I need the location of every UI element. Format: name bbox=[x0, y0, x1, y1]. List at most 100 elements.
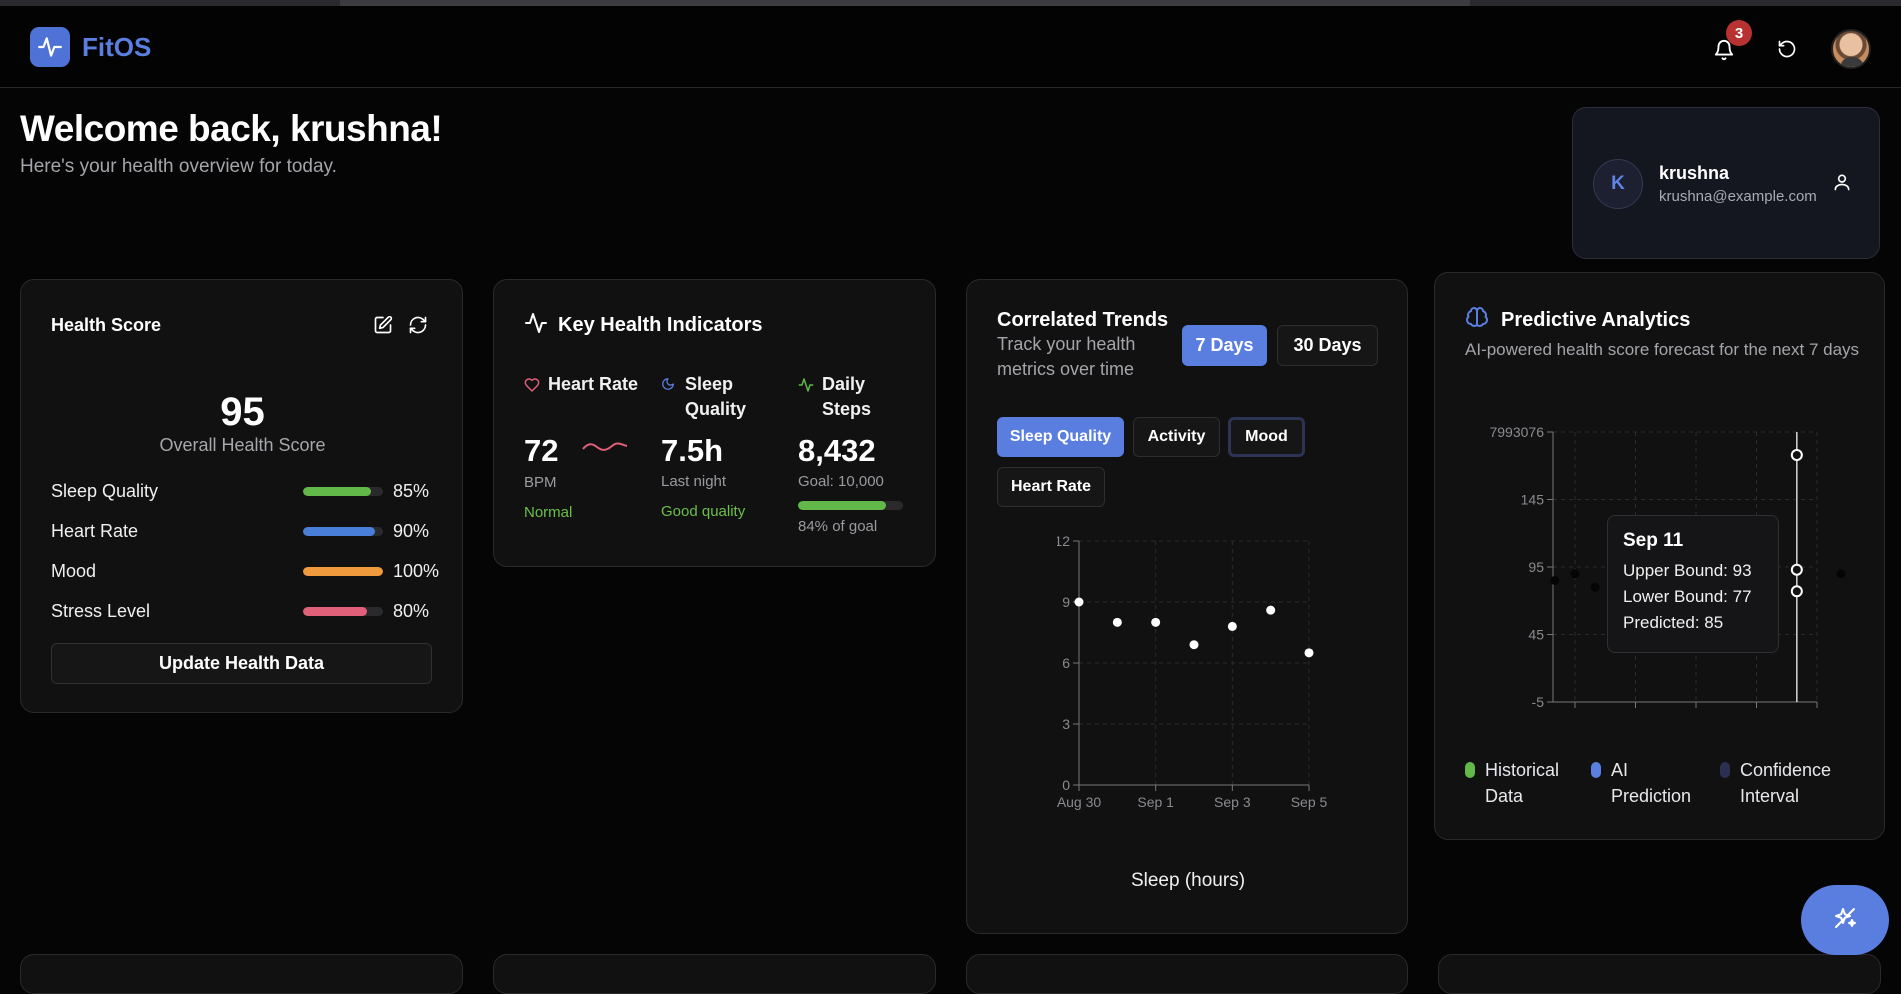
health-score-value: 95 bbox=[220, 390, 265, 434]
data-point bbox=[1151, 617, 1161, 627]
heart-rate-label: Heart Rate bbox=[548, 374, 639, 394]
update-health-data-button[interactable]: Update Health Data bbox=[51, 643, 432, 684]
metric-value: 100% bbox=[393, 561, 440, 581]
outlier-marker bbox=[1790, 449, 1803, 461]
history-icon[interactable] bbox=[1774, 36, 1800, 62]
y-tick-label: 3 bbox=[1062, 716, 1070, 732]
metric-sleep-quality-button[interactable]: Sleep Quality bbox=[997, 417, 1124, 457]
legend-label: AI Prediction bbox=[1611, 760, 1692, 806]
metric-row-sleep: Sleep Quality 85% bbox=[51, 480, 451, 504]
welcome-title: Welcome back, krushna! bbox=[20, 108, 443, 149]
steps-progress-text: 84% of goal bbox=[798, 518, 878, 535]
metric-row-mood: Mood 100% bbox=[51, 560, 451, 584]
user-name: krushna bbox=[1659, 163, 1730, 183]
metric-track bbox=[303, 567, 383, 576]
predictive-title: Predictive Analytics bbox=[1501, 309, 1691, 331]
user-email: krushna@example.com bbox=[1659, 188, 1817, 205]
steps-value: 8,432 bbox=[798, 433, 876, 468]
health-score-card: Health Score 95 Overall Health Score Sle… bbox=[20, 279, 463, 713]
sleep-label: Sleep Quality bbox=[685, 374, 747, 419]
y-tick-label: 7993076 bbox=[1489, 424, 1544, 440]
metric-fill bbox=[303, 527, 375, 536]
prediction-point bbox=[1836, 569, 1846, 579]
metric-fill bbox=[303, 567, 383, 576]
activity-small-icon bbox=[798, 377, 814, 393]
steps-progress-fill bbox=[798, 501, 887, 510]
notification-count-badge: 3 bbox=[1726, 20, 1752, 46]
heart-rate-value: 72 bbox=[524, 433, 559, 468]
moon-icon bbox=[661, 377, 677, 393]
ai-assistant-button[interactable] bbox=[1801, 885, 1889, 955]
bottom-card-3 bbox=[966, 954, 1408, 994]
indicator-sleep: Sleep Quality bbox=[661, 372, 781, 422]
app-logo[interactable]: FitOS bbox=[30, 27, 151, 67]
brain-icon bbox=[1465, 306, 1489, 335]
tooltip-date: Sep 11 bbox=[1623, 530, 1684, 551]
predictive-analytics-card: Predictive Analytics AI-powered health s… bbox=[1434, 272, 1885, 840]
metric-value: 90% bbox=[393, 521, 430, 541]
x-tick-label: Sep 1 bbox=[1137, 794, 1174, 810]
tooltip-predicted: Predicted: 85 bbox=[1623, 613, 1724, 632]
metric-row-stress: Stress Level 80% bbox=[51, 600, 451, 624]
data-point bbox=[1304, 648, 1314, 658]
heart-rate-unit: BPM bbox=[524, 474, 557, 491]
bottom-card-1 bbox=[20, 954, 463, 994]
metric-label: Stress Level bbox=[51, 601, 151, 621]
historical-point bbox=[1590, 582, 1600, 592]
forecast-tooltip: Sep 11 Upper Bound: 93 Lower Bound: 77 P… bbox=[1607, 515, 1779, 653]
upper-bound-marker bbox=[1790, 563, 1803, 576]
data-point bbox=[1112, 617, 1122, 627]
metric-mood-button[interactable]: Mood bbox=[1228, 417, 1305, 457]
steps-goal: Goal: 10,000 bbox=[798, 473, 884, 490]
legend-label: Confidence Interval bbox=[1740, 760, 1832, 806]
range-7-days-button[interactable]: 7 Days bbox=[1182, 325, 1267, 366]
y-tick-label: 12 bbox=[1057, 533, 1070, 549]
data-point bbox=[1189, 640, 1199, 650]
steps-progress-track bbox=[798, 501, 903, 510]
correlated-trends-card: Correlated Trends Track your health metr… bbox=[966, 279, 1408, 934]
metric-heart-rate-button[interactable]: Heart Rate bbox=[997, 467, 1105, 507]
heart-rate-sparkline bbox=[582, 442, 628, 451]
metric-fill bbox=[303, 487, 371, 496]
y-tick-label: 6 bbox=[1062, 655, 1070, 671]
metric-label: Heart Rate bbox=[51, 521, 139, 541]
metric-label: Sleep Quality bbox=[51, 481, 159, 501]
indicator-heart-rate: Heart Rate bbox=[524, 372, 644, 397]
metric-value: 80% bbox=[393, 601, 430, 621]
legend-label: Historical Data bbox=[1485, 760, 1560, 806]
key-indicators-title: Key Health Indicators bbox=[558, 314, 763, 336]
sleep-status: Good quality bbox=[661, 503, 746, 520]
tooltip-lower: Lower Bound: 77 bbox=[1623, 587, 1752, 606]
y-tick-label: 9 bbox=[1062, 594, 1070, 610]
user-avatar[interactable] bbox=[1831, 29, 1871, 69]
x-tick-label: Aug 30 bbox=[1057, 794, 1101, 810]
refresh-icon[interactable] bbox=[406, 313, 430, 337]
y-tick-label: 45 bbox=[1528, 627, 1544, 643]
range-30-days-button[interactable]: 30 Days bbox=[1277, 325, 1378, 366]
lower-bound-marker bbox=[1790, 585, 1803, 598]
tooltip-upper: Upper Bound: 93 bbox=[1623, 561, 1752, 580]
sleep-scatter-chart: 0 3 6 9 12 Aug 30 Sep 1 Sep 3 Sep 5 bbox=[1057, 533, 1328, 810]
y-tick-label: 0 bbox=[1062, 777, 1070, 793]
x-tick-label: Sep 5 bbox=[1291, 794, 1328, 810]
metric-row-heart-rate: Heart Rate 90% bbox=[51, 520, 451, 544]
legend-swatch bbox=[1720, 762, 1730, 778]
bottom-card-2 bbox=[493, 954, 936, 994]
y-tick-label: -5 bbox=[1532, 694, 1545, 708]
bell-icon[interactable] bbox=[1710, 36, 1738, 64]
historical-point bbox=[1570, 569, 1580, 579]
browser-top-strip bbox=[0, 0, 1901, 6]
metric-fill bbox=[303, 607, 367, 616]
user-icon[interactable] bbox=[1832, 172, 1854, 194]
edit-icon[interactable] bbox=[371, 313, 395, 337]
sleep-sub: Last night bbox=[661, 473, 727, 490]
sleep-value: 7.5h bbox=[661, 433, 724, 468]
metric-activity-button[interactable]: Activity bbox=[1133, 417, 1220, 457]
metric-track bbox=[303, 607, 383, 616]
metric-track bbox=[303, 487, 383, 496]
sparkles-icon bbox=[1833, 906, 1857, 935]
user-initial-avatar: K bbox=[1593, 159, 1643, 209]
key-indicators-card: Key Health Indicators Heart Rate 72 BPM … bbox=[493, 279, 936, 567]
key-indicators-header: Key Health Indicators bbox=[524, 311, 763, 340]
